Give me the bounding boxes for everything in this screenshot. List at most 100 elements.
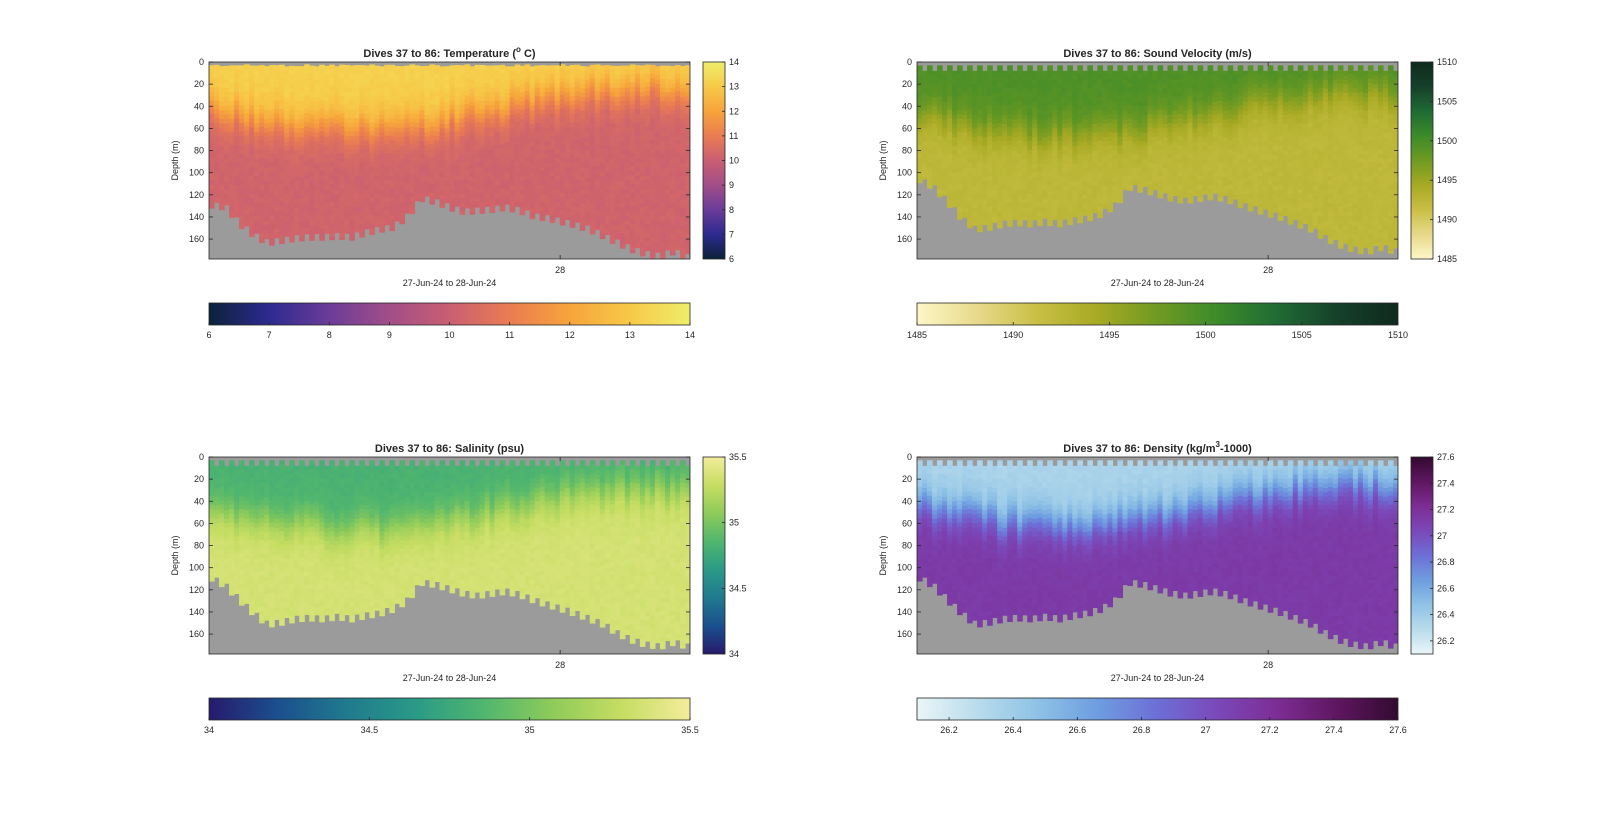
heatmap-cell xyxy=(674,109,681,115)
heatmap-cell xyxy=(669,243,676,249)
heatmap-cell xyxy=(559,192,566,198)
heatmap-cell xyxy=(614,70,621,76)
heatmap-cell xyxy=(234,78,240,84)
heatmap-cell xyxy=(429,152,436,158)
heatmap-cell xyxy=(1017,118,1023,124)
heatmap-cell xyxy=(419,132,426,138)
heatmap-cell xyxy=(569,188,576,194)
heatmap-cell xyxy=(389,224,395,230)
heatmap-cell xyxy=(1042,123,1048,130)
heatmap-cell xyxy=(1082,181,1088,187)
heatmap-cell xyxy=(224,92,230,98)
heatmap-cell xyxy=(244,77,250,83)
heatmap-cell xyxy=(594,166,601,172)
heatmap-cell xyxy=(474,179,481,185)
heatmap-cell xyxy=(932,168,938,174)
heatmap-cell xyxy=(524,144,531,150)
heatmap-cell xyxy=(982,79,988,85)
heatmap-cell xyxy=(564,114,571,120)
heatmap-cell xyxy=(499,82,506,88)
heatmap-cell xyxy=(1097,96,1103,102)
heatmap-cell xyxy=(579,145,586,151)
heatmap-cell xyxy=(514,153,521,159)
heatmap-cell xyxy=(534,158,541,164)
heatmap-cell xyxy=(932,70,938,76)
heatmap-cell xyxy=(624,65,631,71)
heatmap-cell xyxy=(294,83,300,89)
heatmap-cell xyxy=(594,95,601,101)
heatmap-cell xyxy=(634,136,641,142)
heatmap-cell xyxy=(917,140,923,146)
heatmap-cell xyxy=(1082,146,1088,152)
heatmap-cell xyxy=(664,211,671,217)
heatmap-cell xyxy=(494,105,501,111)
heatmap-cell xyxy=(614,141,621,147)
heatmap-cell xyxy=(972,119,978,125)
heatmap-cell xyxy=(469,66,476,72)
heatmap-cell xyxy=(952,172,958,178)
heatmap-cell xyxy=(1102,190,1108,196)
heatmap-cell xyxy=(609,110,616,116)
heatmap-cell xyxy=(1012,159,1018,165)
heatmap-cell xyxy=(339,192,345,199)
heatmap-cell xyxy=(609,145,616,151)
heatmap-cell xyxy=(494,91,501,97)
heatmap-cell xyxy=(269,193,275,199)
heatmap-cell xyxy=(574,166,581,172)
heatmap-cell xyxy=(219,185,225,191)
heatmap-cell xyxy=(334,181,340,187)
heatmap-cell xyxy=(594,197,601,203)
heatmap-cell xyxy=(962,190,968,196)
heatmap-cell xyxy=(404,105,411,111)
heatmap-cell xyxy=(329,73,335,79)
heatmap-cell xyxy=(394,136,400,142)
heatmap-cell xyxy=(967,83,973,89)
heatmap-cell xyxy=(434,162,441,168)
heatmap-cell xyxy=(304,179,310,185)
heatmap-cell xyxy=(229,74,235,80)
heatmap-cell xyxy=(1062,97,1068,103)
heatmap-cell xyxy=(374,92,380,98)
heatmap-cell xyxy=(669,221,676,227)
heatmap-cell xyxy=(1067,91,1073,97)
heatmap-cell xyxy=(309,176,315,182)
heatmap-cell xyxy=(684,144,690,150)
heatmap-cell xyxy=(992,92,998,99)
heatmap-cell xyxy=(334,194,340,200)
heatmap-cell xyxy=(424,114,431,120)
heatmap-cell xyxy=(469,88,476,94)
heatmap-cell xyxy=(454,162,461,168)
heatmap-cell xyxy=(1022,146,1028,152)
heatmap-cell xyxy=(299,159,305,165)
heatmap-cell xyxy=(1062,185,1068,191)
heatmap-cell xyxy=(289,176,295,182)
heatmap-cell xyxy=(1067,167,1073,173)
heatmap-cell xyxy=(554,109,561,115)
heatmap-cell xyxy=(384,86,390,92)
heatmap-cell xyxy=(1022,79,1028,85)
heatmap-cell xyxy=(589,100,596,106)
heatmap-cell xyxy=(274,189,280,195)
heatmap-cell xyxy=(1097,211,1103,217)
heatmap-cell xyxy=(664,154,671,160)
heatmap-cell xyxy=(664,109,671,115)
heatmap-cell xyxy=(269,228,275,234)
heatmap-cell xyxy=(209,69,215,75)
heatmap-cell xyxy=(992,97,998,103)
heatmap-cell xyxy=(654,207,661,213)
heatmap-cell xyxy=(259,65,265,71)
heatmap-cell xyxy=(972,141,978,147)
heatmap-cell xyxy=(414,127,421,133)
heatmap-cell xyxy=(1082,163,1088,169)
heatmap-cell xyxy=(319,193,325,199)
heatmap-cell xyxy=(259,135,265,141)
heatmap-cell xyxy=(619,87,626,93)
heatmap-cell xyxy=(369,148,375,154)
heatmap-cell xyxy=(639,229,646,235)
heatmap-cell xyxy=(329,82,335,88)
heatmap-cell xyxy=(389,215,395,221)
heatmap-cell xyxy=(604,109,611,115)
heatmap-cell xyxy=(952,181,958,187)
heatmap-cell xyxy=(544,189,551,195)
heatmap-cell xyxy=(937,184,943,190)
